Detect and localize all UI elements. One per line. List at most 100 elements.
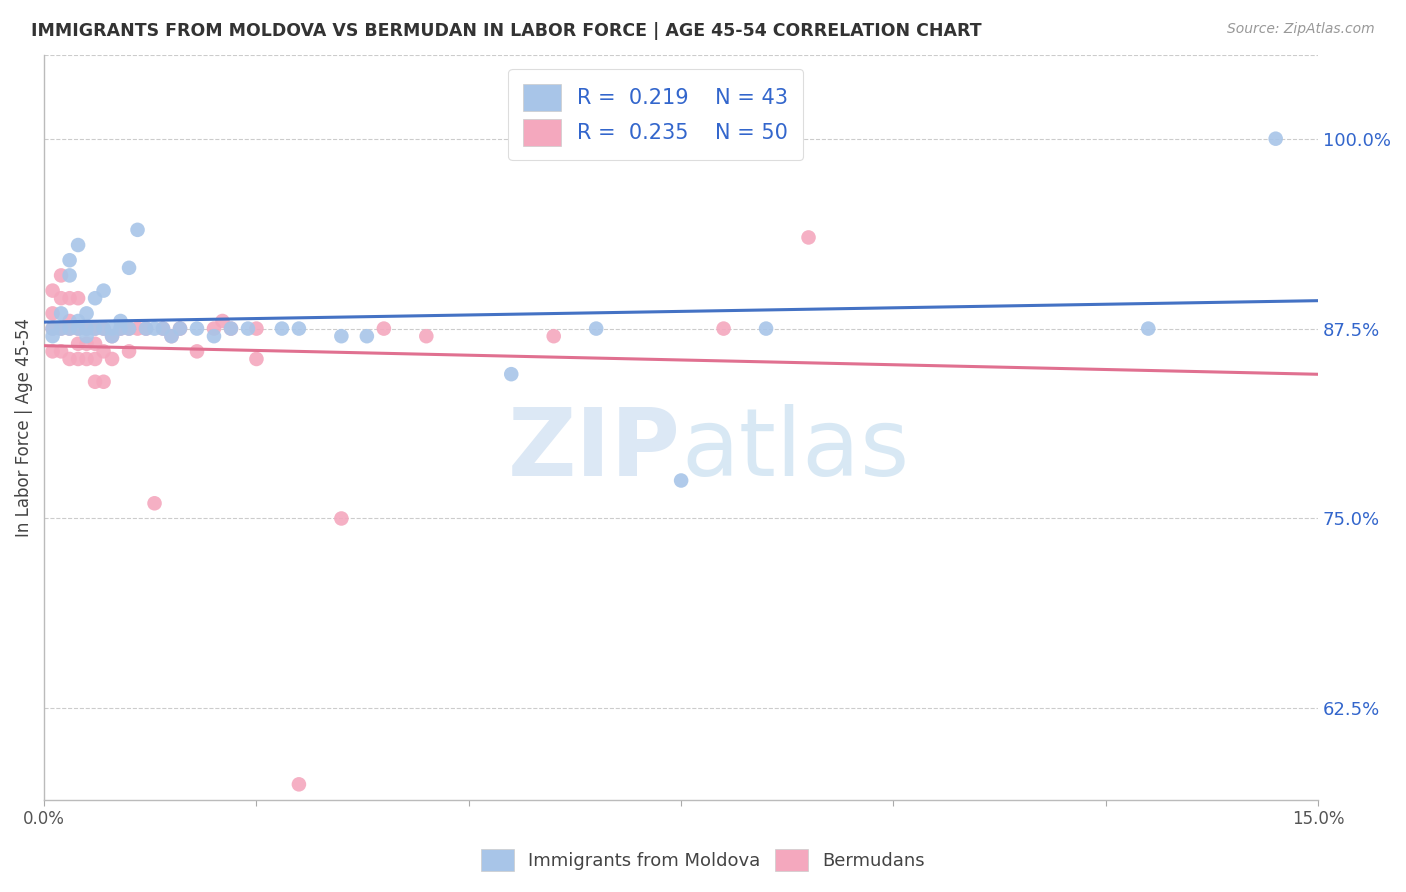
- Point: [49, 344, 72, 359]
- Point: [49, 306, 72, 320]
- Point: [76, 351, 98, 366]
- Point: [501, 367, 523, 381]
- Point: [219, 321, 242, 335]
- Point: [1264, 131, 1286, 145]
- Point: [93, 375, 115, 389]
- Point: [219, 321, 242, 335]
- Point: [110, 321, 132, 335]
- Point: [76, 321, 98, 335]
- Point: [202, 329, 225, 343]
- Point: [118, 260, 141, 275]
- Point: [373, 321, 395, 335]
- Point: [58, 253, 80, 268]
- Legend: Immigrants from Moldova, Bermudans: Immigrants from Moldova, Bermudans: [474, 842, 932, 879]
- Point: [143, 496, 166, 510]
- Point: [76, 329, 98, 343]
- Point: [288, 321, 311, 335]
- Text: IMMIGRANTS FROM MOLDOVA VS BERMUDAN IN LABOR FORCE | AGE 45-54 CORRELATION CHART: IMMIGRANTS FROM MOLDOVA VS BERMUDAN IN L…: [31, 22, 981, 40]
- Legend: R =  0.219    N = 43, R =  0.235    N = 50: R = 0.219 N = 43, R = 0.235 N = 50: [509, 70, 803, 161]
- Point: [713, 321, 735, 335]
- Point: [755, 321, 778, 335]
- Point: [84, 375, 107, 389]
- Point: [202, 321, 225, 335]
- Point: [152, 321, 174, 335]
- Point: [49, 268, 72, 283]
- Point: [186, 344, 208, 359]
- Point: [169, 321, 191, 335]
- Point: [84, 336, 107, 351]
- Point: [236, 321, 259, 335]
- Point: [93, 321, 115, 335]
- Point: [76, 306, 98, 320]
- Point: [41, 329, 63, 343]
- Point: [245, 321, 267, 335]
- Point: [356, 329, 378, 343]
- Point: [41, 344, 63, 359]
- Point: [76, 336, 98, 351]
- Point: [67, 314, 90, 328]
- Point: [143, 321, 166, 335]
- Point: [110, 314, 132, 328]
- Point: [49, 321, 72, 335]
- Point: [67, 321, 90, 335]
- Point: [58, 351, 80, 366]
- Point: [152, 321, 174, 335]
- Point: [543, 329, 565, 343]
- Point: [93, 344, 115, 359]
- Point: [49, 291, 72, 305]
- Point: [84, 351, 107, 366]
- Point: [58, 268, 80, 283]
- Text: Source: ZipAtlas.com: Source: ZipAtlas.com: [1227, 22, 1375, 37]
- Point: [41, 321, 63, 335]
- Point: [41, 284, 63, 298]
- Point: [67, 238, 90, 252]
- Point: [101, 351, 124, 366]
- Point: [49, 321, 72, 335]
- Point: [84, 321, 107, 335]
- Point: [101, 329, 124, 343]
- Point: [169, 321, 191, 335]
- Point: [110, 321, 132, 335]
- Point: [245, 351, 267, 366]
- Point: [84, 291, 107, 305]
- Point: [135, 321, 157, 335]
- Point: [58, 291, 80, 305]
- Point: [288, 777, 311, 791]
- Point: [127, 223, 149, 237]
- Y-axis label: In Labor Force | Age 45-54: In Labor Force | Age 45-54: [15, 318, 32, 537]
- Point: [58, 321, 80, 335]
- Point: [797, 230, 820, 244]
- Point: [67, 291, 90, 305]
- Point: [127, 321, 149, 335]
- Point: [67, 321, 90, 335]
- Point: [58, 314, 80, 328]
- Point: [101, 329, 124, 343]
- Text: atlas: atlas: [681, 404, 910, 496]
- Point: [67, 351, 90, 366]
- Point: [67, 336, 90, 351]
- Point: [186, 321, 208, 335]
- Point: [160, 329, 183, 343]
- Text: ZIP: ZIP: [508, 404, 681, 496]
- Point: [585, 321, 607, 335]
- Point: [76, 321, 98, 335]
- Point: [118, 344, 141, 359]
- Point: [160, 329, 183, 343]
- Point: [1137, 321, 1160, 335]
- Point: [135, 321, 157, 335]
- Point: [271, 321, 294, 335]
- Point: [118, 321, 141, 335]
- Point: [41, 321, 63, 335]
- Point: [41, 306, 63, 320]
- Point: [330, 329, 353, 343]
- Point: [330, 511, 353, 525]
- Point: [669, 474, 692, 488]
- Point: [211, 314, 233, 328]
- Point: [101, 321, 124, 335]
- Point: [58, 321, 80, 335]
- Point: [84, 321, 107, 335]
- Point: [415, 329, 437, 343]
- Point: [93, 321, 115, 335]
- Point: [93, 284, 115, 298]
- Point: [118, 321, 141, 335]
